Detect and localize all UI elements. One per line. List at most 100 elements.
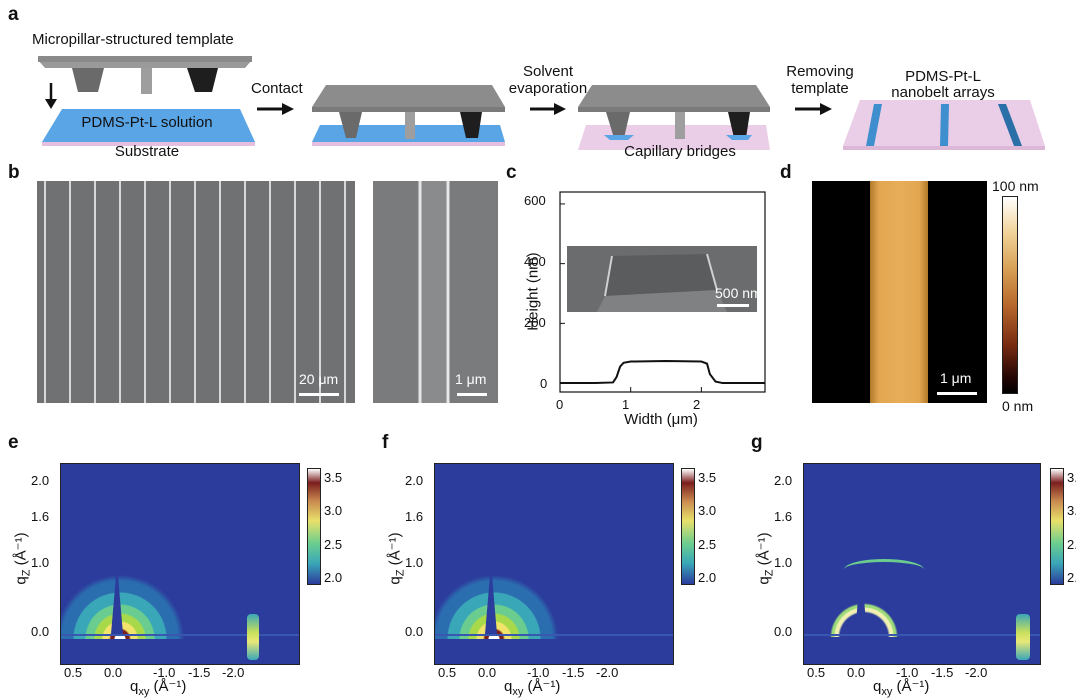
- height-profile-line: [560, 359, 765, 385]
- horizon-line: [61, 634, 299, 636]
- sem-inset-cross-section: 500 nm: [567, 246, 762, 312]
- diffraction-arc: [844, 559, 924, 580]
- giwaxs-ytick: 1.0: [405, 555, 424, 570]
- panel-label-f: f: [382, 432, 389, 453]
- result-line2: nanobelt arrays: [891, 84, 995, 101]
- giwaxs-ytick: 1.0: [31, 555, 50, 570]
- giwaxs-ytick: 2.0: [774, 473, 793, 488]
- cbar-tick: 2.0: [1067, 570, 1076, 585]
- scale-bar-label: 20 μm: [299, 371, 339, 387]
- giwaxs-ytick: 1.0: [774, 555, 793, 570]
- c-xtick: 1: [622, 397, 630, 412]
- diffraction-spot: [1016, 614, 1030, 660]
- horizon-line: [804, 634, 1040, 636]
- giwaxs-xtick: 0.0: [478, 665, 497, 680]
- giwaxs-xtick: -1.5: [188, 665, 211, 680]
- cbar-tick: 2.5: [1067, 537, 1076, 552]
- solution-layer: [42, 109, 255, 142]
- cbar-tick: 3.5: [324, 470, 343, 485]
- giwaxs-xtick: -1.5: [562, 665, 585, 680]
- giwaxs-xtick: -2.0: [222, 665, 245, 680]
- beamstop-wedge: [485, 564, 497, 634]
- sem-image-low-mag: 20 μm: [37, 181, 355, 403]
- result-line1: PDMS-Pt-L: [905, 68, 981, 85]
- c-ytick: 200: [524, 315, 546, 330]
- giwaxs-map: [60, 463, 300, 665]
- colorbar-max-label: 100 nm: [992, 178, 1039, 194]
- plot-frame: [559, 191, 766, 393]
- scale-bar: [457, 393, 487, 396]
- c-xtick: 2: [693, 397, 701, 412]
- cbar-tick: 2.5: [698, 537, 717, 552]
- step-contact-label: Contact: [251, 80, 303, 97]
- giwaxs-xlabel: qxy (Å⁻¹): [504, 678, 561, 698]
- c-xtick: 0: [556, 397, 564, 412]
- giwaxs-colorbar: [307, 468, 321, 585]
- cbar-tick: 3.0: [698, 503, 717, 518]
- schematic-diagram: [38, 56, 1045, 150]
- scale-bar: [299, 393, 339, 396]
- cbar-tick: 3.5: [698, 470, 717, 485]
- scale-bar-label: 500 nm: [715, 285, 762, 301]
- giwaxs-ytick: 1.6: [405, 509, 424, 524]
- c-ytick: 0: [540, 376, 548, 391]
- giwaxs-map: [434, 463, 674, 665]
- giwaxs-xtick: -1.0: [896, 665, 919, 680]
- template-block: [38, 56, 252, 94]
- step-evaporation-line1: Solvent: [522, 63, 574, 80]
- panel-label-a: a: [8, 4, 19, 25]
- panel-label-b: b: [8, 162, 20, 183]
- step-evaporation-line2: evaporation: [508, 80, 588, 97]
- giwaxs-xtick: -1.0: [153, 665, 176, 680]
- giwaxs-xtick: -2.0: [965, 665, 988, 680]
- panel-label-e: e: [8, 432, 19, 453]
- giwaxs-ytick: 2.0: [405, 473, 424, 488]
- nanobelt-lines: [44, 181, 346, 403]
- giwaxs-ylabel: qZ (Å⁻¹): [755, 532, 776, 585]
- giwaxs-colorbar: [681, 468, 695, 585]
- cbar-tick: 3.5: [1067, 470, 1076, 485]
- horizon-line: [435, 634, 673, 636]
- giwaxs-ytick: 0.0: [774, 624, 793, 639]
- capillary-label: Capillary bridges: [624, 143, 736, 160]
- giwaxs-xtick: 0.0: [847, 665, 866, 680]
- giwaxs-ytick: 0.0: [31, 624, 50, 639]
- giwaxs-xtick: -2.0: [596, 665, 619, 680]
- step-removing-line1: Removing: [786, 63, 854, 80]
- beamstop-wedge: [855, 564, 867, 634]
- giwaxs-xtick: -1.5: [931, 665, 954, 680]
- giwaxs-xlabel: qxy (Å⁻¹): [130, 678, 187, 698]
- giwaxs-map: [803, 463, 1041, 665]
- scale-bar: [937, 392, 977, 395]
- afm-colorbar: [1002, 196, 1018, 394]
- beamstop-wedge: [111, 564, 123, 634]
- diffraction-rings: [435, 524, 559, 639]
- giwaxs-xtick: 0.5: [438, 665, 457, 680]
- afm-image: 1 μm: [812, 181, 987, 403]
- template-label: Micropillar-structured template: [32, 31, 234, 48]
- giwaxs-ytick: 1.6: [31, 509, 50, 524]
- cbar-tick: 2.0: [324, 570, 343, 585]
- giwaxs-xtick: 0.0: [104, 665, 123, 680]
- giwaxs-xtick: 0.5: [64, 665, 83, 680]
- giwaxs-ytick: 2.0: [31, 473, 50, 488]
- cbar-tick: 3.0: [1067, 503, 1076, 518]
- sem-image-high-mag: 1 μm: [373, 181, 498, 403]
- giwaxs-xtick: 0.5: [807, 665, 826, 680]
- diffraction-spot: [247, 614, 259, 660]
- giwaxs-xtick: -1.0: [527, 665, 550, 680]
- panel-label-g: g: [751, 432, 763, 453]
- cbar-tick: 2.5: [324, 537, 343, 552]
- solution-label: PDMS-Pt-L solution: [81, 114, 213, 131]
- giwaxs-ylabel: qZ (Å⁻¹): [12, 532, 33, 585]
- afm-nanobelt: [870, 181, 928, 403]
- panel-label-d: d: [780, 162, 792, 183]
- c-ytick: 400: [524, 254, 546, 269]
- colorbar-min-label: 0 nm: [1002, 398, 1034, 414]
- step-removing-line2: template: [791, 80, 849, 97]
- diffraction-rings: [61, 524, 185, 639]
- scale-bar-label: 1 μm: [940, 370, 972, 386]
- giwaxs-ytick: 0.0: [405, 624, 424, 639]
- c-ytick: 600: [524, 193, 546, 208]
- substrate-label: Substrate: [114, 143, 180, 160]
